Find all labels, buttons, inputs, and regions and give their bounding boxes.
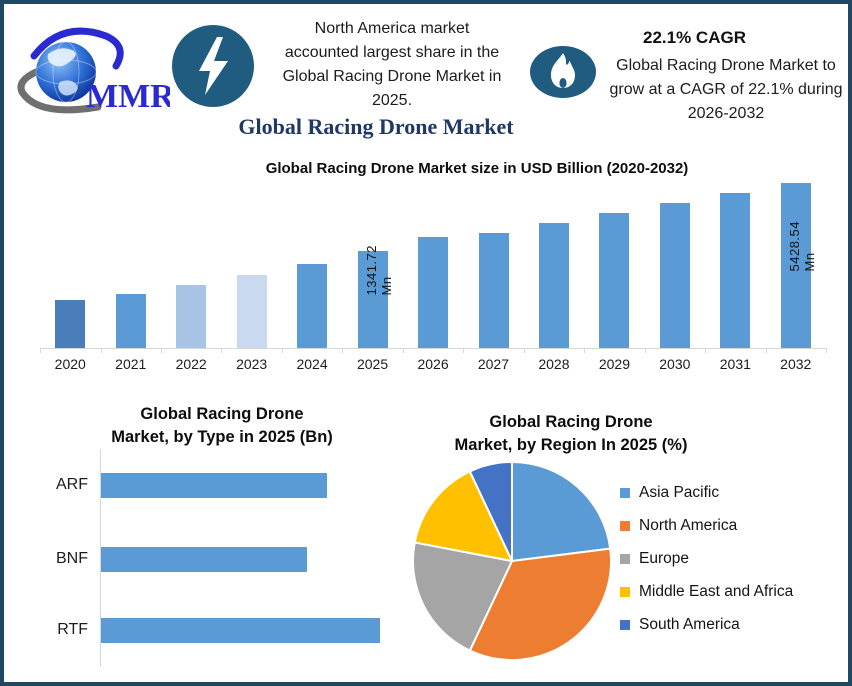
legend-item-europe: Europe <box>620 548 793 569</box>
axis-tick <box>100 349 102 353</box>
year-label-2031: 2031 <box>719 356 751 372</box>
bar-2023 <box>236 275 267 348</box>
legend-swatch <box>620 520 630 531</box>
logo-gray-swoosh-icon <box>17 68 102 114</box>
bar-2029 <box>599 213 630 348</box>
hbar-bnf <box>101 547 307 572</box>
legend-label: Europe <box>639 549 689 567</box>
legend-label: North America <box>639 516 738 534</box>
legend-swatch <box>620 586 630 597</box>
legend-item-asia-pacific: Asia Pacific <box>620 482 793 503</box>
year-label-2032: 2032 <box>780 356 812 372</box>
pie-slice-middle-east-and-africa <box>413 470 513 562</box>
axis-tick <box>705 349 707 353</box>
hbar-label-arf: ARF <box>56 476 88 493</box>
legend-swatch <box>620 619 630 630</box>
axis-tick <box>342 349 344 353</box>
axis-tick <box>584 349 586 353</box>
hbar-rtf <box>101 618 380 643</box>
axis-tick <box>40 349 41 353</box>
region-pie-chart <box>412 461 612 661</box>
bar-value-label-2025: 1341.72 Mn <box>363 245 394 296</box>
region-chart-title: Global Racing Drone Market, by Region In… <box>454 413 688 454</box>
bar-2025 <box>357 251 388 348</box>
bar-2030 <box>659 203 690 348</box>
axis-tick <box>160 349 162 353</box>
bar-value-label-2032: 5428.54 Mn <box>786 221 817 272</box>
legend-item-south-america: South America <box>620 614 793 635</box>
legend-label: Asia Pacific <box>639 483 720 501</box>
year-label-2020: 2020 <box>54 356 86 372</box>
mmr-logo: MMR <box>17 27 170 114</box>
hbar-label-bnf: BNF <box>56 550 88 567</box>
flame-icon <box>530 46 596 98</box>
year-label-2022: 2022 <box>175 356 207 372</box>
axis-tick <box>402 349 404 353</box>
year-label-2024: 2024 <box>296 356 328 372</box>
legend-item-middle-east-and-africa: Middle East and Africa <box>620 581 793 602</box>
legend-label: South America <box>639 615 740 633</box>
pie-slice-europe <box>412 541 513 652</box>
year-label-2027: 2027 <box>477 356 510 372</box>
column-chart-x-labels: 2020 2021 2022 2023 2024 2025 2026 2027 2028 2029… <box>40 356 826 374</box>
column-chart-title: Global Racing Drone Market size in USD B… <box>265 160 689 177</box>
axis-tick <box>463 349 465 353</box>
bar-2024 <box>297 264 328 348</box>
year-label-2029: 2029 <box>598 356 631 372</box>
bar-2032 <box>780 183 811 348</box>
legend-item-north-america: North America <box>620 515 793 536</box>
year-label-2030: 2030 <box>659 356 691 372</box>
hbar-label-rtf: RTF <box>57 621 88 638</box>
year-label-2021: 2021 <box>115 356 147 372</box>
axis-tick <box>826 349 827 353</box>
axis-tick <box>221 349 223 353</box>
column-chart-plot <box>40 183 826 348</box>
year-label-2026: 2026 <box>417 356 449 372</box>
cagr-text: Global Racing Drone Market to grow at a … <box>609 57 843 122</box>
logo-brand-text: MMR <box>86 78 170 114</box>
pie-legend: Asia Pacific North America Europe Middle Ea… <box>620 482 793 635</box>
type-chart-y-axis <box>100 449 101 667</box>
bar-2031 <box>720 193 751 348</box>
column-chart-ticks <box>40 349 827 353</box>
axis-tick <box>765 349 767 353</box>
lightning-icon <box>172 25 254 107</box>
year-label-2025: 2025 <box>356 356 389 372</box>
year-label-2028: 2028 <box>538 356 570 372</box>
column-chart-x-axis <box>40 348 827 349</box>
type-chart-title: Global Racing Drone Market, by Type in 2… <box>111 405 333 446</box>
pie-slice-south-america <box>468 461 513 562</box>
axis-tick <box>523 349 525 353</box>
bar-2021 <box>115 294 146 348</box>
bar-2027 <box>478 233 509 348</box>
legend-swatch <box>620 487 630 498</box>
bar-2028 <box>538 223 569 348</box>
bar-2026 <box>418 237 448 348</box>
year-label-2023: 2023 <box>236 356 268 372</box>
page-title: Global Racing Drone Market <box>238 114 514 139</box>
bar-2022 <box>176 285 207 348</box>
bar-2020 <box>55 300 86 348</box>
legend-swatch <box>620 553 630 564</box>
axis-tick <box>644 349 646 353</box>
legend-label: Middle East and Africa <box>639 582 794 600</box>
pie-slice-asia-pacific <box>511 461 612 562</box>
axis-tick <box>281 349 283 353</box>
hbar-arf <box>101 473 327 498</box>
highlight-north-america-text: North America market accounted largest s… <box>282 20 502 109</box>
cagr-heading: 22.1% CAGR <box>643 28 746 47</box>
logo-blue-swoosh-icon <box>30 27 124 70</box>
